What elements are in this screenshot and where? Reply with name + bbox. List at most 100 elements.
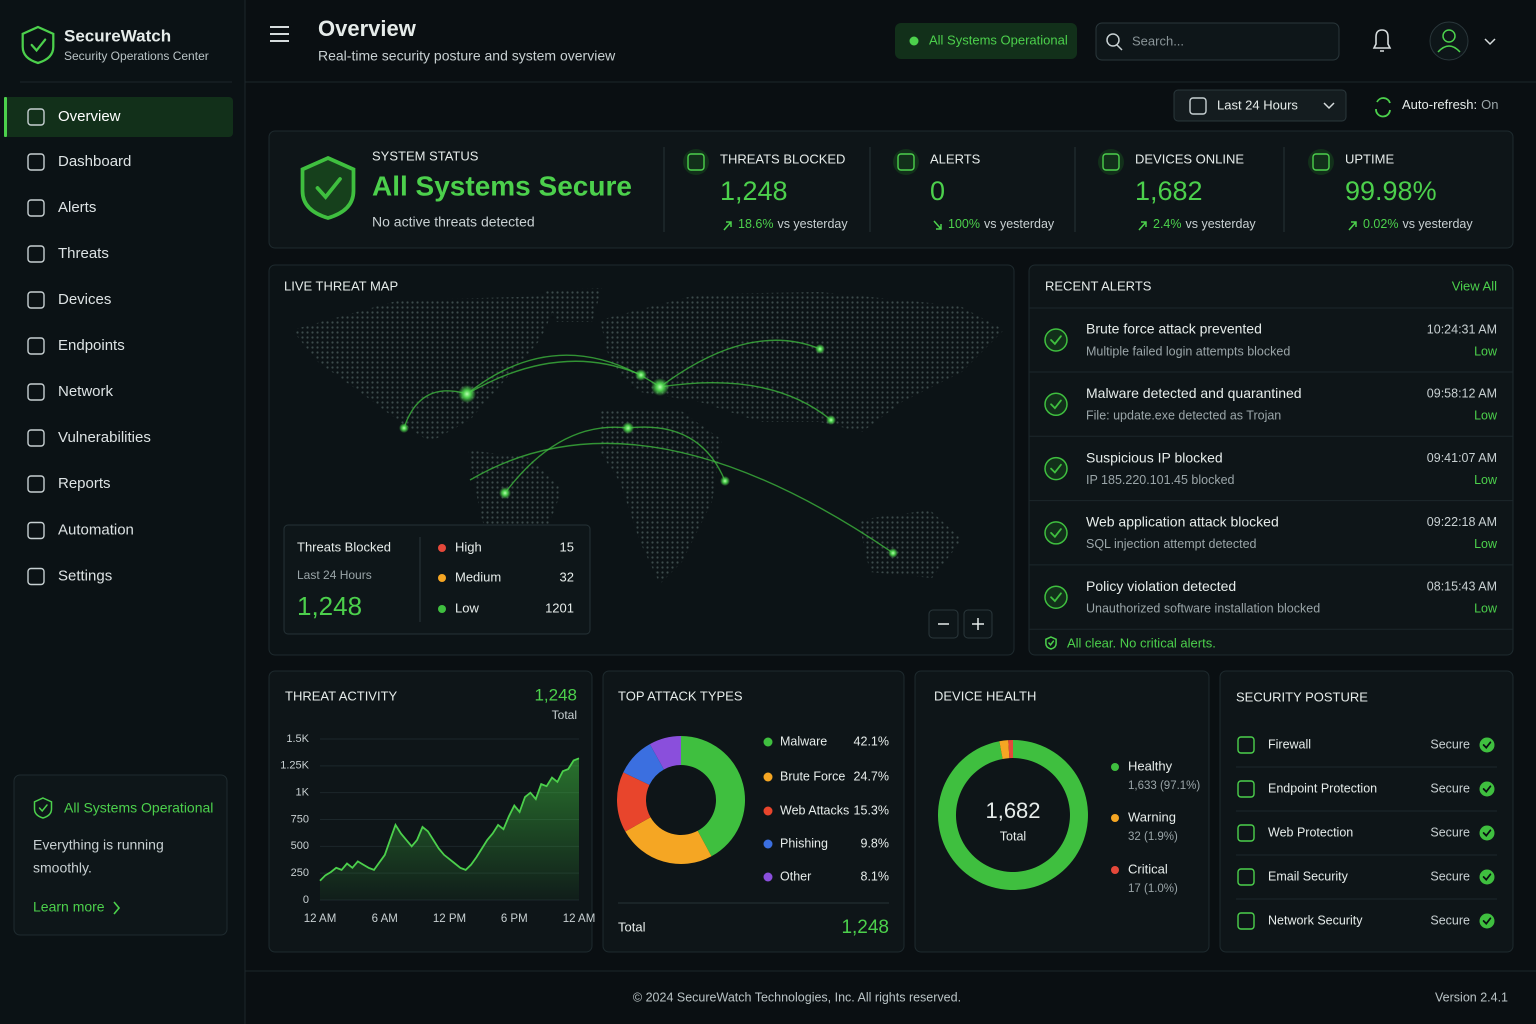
donut-slice: [617, 772, 651, 832]
text-part: vs yesterday: [777, 217, 848, 231]
x-tick-label: 12 AM: [304, 913, 337, 925]
nav-item[interactable]: Overview: [58, 108, 121, 125]
nav-item[interactable]: Network: [58, 383, 114, 400]
alert-time: 10:24:31 AM: [1427, 322, 1497, 336]
range-label: Last 24 Hours: [1217, 97, 1298, 112]
check-icon: [1050, 335, 1062, 346]
legend-label: Other: [780, 869, 811, 883]
nav-item[interactable]: Reports: [58, 475, 111, 492]
check-icon: [1048, 640, 1055, 646]
legend-dot: [1111, 866, 1119, 874]
legend-dot: [763, 737, 773, 747]
panel-title: THREAT ACTIVITY: [285, 688, 398, 703]
alert-severity: Low: [1474, 601, 1498, 615]
nav-icon: [27, 475, 45, 493]
search-box[interactable]: [1095, 22, 1340, 61]
kpi-icon: [897, 153, 915, 171]
kpi-icon: [1102, 153, 1120, 171]
chevron-icon: [1323, 102, 1335, 110]
kpi-label: THREATS BLOCKED: [720, 151, 845, 166]
nav-item[interactable]: Threats: [58, 245, 109, 262]
level-value: 15: [560, 539, 574, 554]
center-value: 1,682: [985, 798, 1040, 823]
avatar[interactable]: [1429, 21, 1469, 61]
nav-item[interactable]: Automation: [58, 521, 134, 538]
level-value: 1201: [545, 600, 574, 615]
posture-name: Network Security: [1268, 913, 1363, 927]
status-text: All Systems Operational: [929, 32, 1068, 47]
posture-name: Endpoint Protection: [1268, 781, 1377, 795]
level-dot: [438, 544, 446, 552]
text-part: vs yesterday: [1402, 217, 1473, 231]
bell-icon[interactable]: [1372, 29, 1392, 52]
center-label: Total: [1000, 829, 1026, 843]
alerts-footer: All clear. No critical alerts.: [1067, 635, 1216, 650]
level-name: Low: [455, 600, 479, 615]
text-part: 100%: [948, 217, 980, 231]
alert-time: 08:15:43 AM: [1427, 579, 1497, 593]
summary-title: Threats Blocked: [297, 539, 391, 554]
nav-item[interactable]: Vulnerabilities: [58, 429, 151, 446]
nav-active[interactable]: [4, 97, 233, 137]
alert-title: Policy violation detected: [1086, 578, 1236, 594]
text-part: On: [1481, 97, 1498, 112]
legend-value: 24.7%: [854, 769, 889, 783]
alert-detail: IP 185.220.101.45 blocked: [1086, 473, 1235, 487]
range-select[interactable]: [1173, 89, 1347, 122]
legend-dot: [763, 872, 773, 882]
legend-label: Web Attacks: [780, 803, 849, 817]
level-name: High: [455, 539, 482, 554]
legend-value: 9.8%: [861, 836, 890, 850]
donut-slice: [625, 817, 712, 865]
check-circle: [1044, 585, 1068, 609]
area: [320, 758, 579, 900]
kpi-change: 100% vs yesterday: [948, 217, 1055, 231]
summary-subtitle: Last 24 Hours: [297, 568, 372, 582]
nav-icon: [27, 429, 45, 447]
page-subtitle: Real-time security posture and system ov…: [318, 48, 616, 64]
legend-dot: [763, 772, 773, 782]
alert-severity: Low: [1474, 473, 1498, 487]
ring-segment: [999, 740, 1010, 759]
kpi-label: UPTIME: [1345, 151, 1394, 166]
brand-name: SecureWatch: [64, 26, 171, 45]
status-pill: [895, 23, 1077, 59]
calendar-icon: [1189, 97, 1207, 115]
avatar-head: [1442, 29, 1456, 43]
kpi-icon: [1312, 153, 1330, 171]
legend-label: Critical: [1128, 861, 1168, 876]
learn-more-link[interactable]: Learn more: [33, 899, 105, 915]
status-text: smoothly.: [33, 860, 92, 876]
status-panel: [268, 130, 1514, 249]
nav-item[interactable]: Dashboard: [58, 153, 131, 170]
kpi-label: ALERTS: [930, 151, 981, 166]
nav-item[interactable]: Devices: [58, 291, 111, 308]
chevron-icon: [1484, 38, 1496, 46]
y-tick-label: 0: [303, 894, 309, 906]
kpi-icon: [687, 153, 705, 171]
version: Version 2.4.1: [1435, 990, 1508, 1004]
avatar-body: [1437, 45, 1461, 53]
view-all-link[interactable]: View All: [1452, 278, 1497, 293]
legend-value: 8.1%: [861, 869, 890, 883]
check-icon: [1482, 741, 1492, 749]
nav-item[interactable]: Endpoints: [58, 337, 125, 354]
alert-detail: Multiple failed login attempts blocked: [1086, 344, 1290, 358]
nav-icon: [27, 291, 45, 309]
total-label: Total: [552, 708, 577, 722]
nav-item[interactable]: Alerts: [58, 199, 96, 216]
y-tick-label: 1K: [296, 787, 310, 799]
posture-name: Firewall: [1268, 737, 1311, 751]
posture-name: Web Protection: [1268, 825, 1353, 839]
check-icon: [1050, 528, 1062, 539]
section-label: SYSTEM STATUS: [372, 148, 479, 163]
trend-arrow: [1348, 221, 1357, 231]
level-name: Medium: [455, 569, 501, 584]
legend-value: 32 (1.9%): [1128, 831, 1178, 843]
alert-severity: Low: [1474, 344, 1498, 358]
nav-item[interactable]: Settings: [58, 567, 112, 584]
search-icon: [1106, 33, 1120, 47]
x-tick-label: 6 PM: [501, 913, 528, 925]
alert-time: 09:22:18 AM: [1427, 515, 1497, 529]
